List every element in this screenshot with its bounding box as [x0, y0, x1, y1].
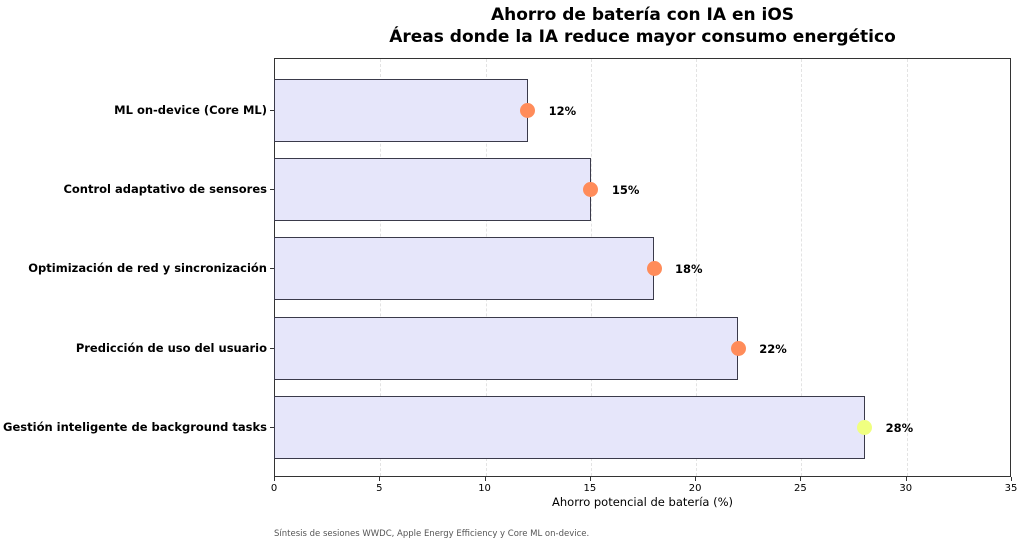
value-label: 28% — [885, 420, 914, 435]
value-marker — [857, 420, 873, 435]
y-tick — [270, 109, 274, 111]
x-tick — [695, 477, 697, 481]
gridline — [801, 59, 803, 476]
x-tick-label: 15 — [583, 483, 597, 494]
y-tick-label: Optimización de red y sincronización — [28, 260, 267, 275]
x-tick — [1011, 477, 1012, 481]
x-tick-label: 30 — [899, 483, 913, 494]
y-tick-label: Predicción de uso del usuario — [75, 340, 267, 355]
value-label: 12% — [548, 103, 577, 118]
chart-title: Ahorro de batería con IA en iOS — [490, 5, 795, 25]
bar — [274, 396, 865, 459]
x-tick-label: 10 — [478, 483, 491, 494]
x-tick — [379, 477, 381, 481]
value-marker — [646, 261, 662, 276]
x-axis-label: Ahorro potencial de batería (%) — [552, 495, 733, 509]
x-tick — [484, 477, 486, 481]
y-tick — [270, 188, 274, 190]
y-tick-label: Control adaptativo de sensores — [63, 181, 267, 196]
x-tick-label: 0 — [270, 483, 278, 494]
bar — [274, 237, 655, 300]
x-tick — [905, 477, 907, 481]
gridline — [906, 59, 908, 476]
x-tick-label: 35 — [1004, 483, 1018, 494]
x-tick — [274, 477, 275, 481]
y-tick — [270, 267, 274, 269]
x-tick — [589, 477, 591, 481]
x-tick-label: 25 — [794, 483, 807, 494]
gridline — [696, 59, 698, 476]
y-tick-label: ML on-device (Core ML) — [114, 102, 267, 117]
y-tick — [270, 347, 274, 349]
value-label: 15% — [611, 182, 640, 197]
value-marker — [583, 182, 599, 197]
value-marker — [730, 341, 746, 356]
bar — [274, 158, 591, 221]
bar — [274, 79, 528, 142]
value-marker — [520, 103, 536, 118]
chart-subtitle: Áreas donde la IA reduce mayor consumo e… — [389, 27, 896, 47]
value-label: 22% — [759, 341, 787, 356]
y-tick-label: Gestión inteligente de background tasks — [3, 419, 267, 434]
bar — [274, 317, 739, 380]
x-tick — [800, 477, 802, 481]
y-tick — [270, 426, 274, 428]
x-tick-label: 5 — [376, 483, 383, 494]
plot-area: 12% 15% 18% 22% 28% — [274, 58, 1011, 477]
x-tick-label: 20 — [688, 483, 702, 494]
value-label: 18% — [675, 261, 703, 276]
footnote: Síntesis de sesiones WWDC, Apple Energy … — [274, 529, 590, 539]
